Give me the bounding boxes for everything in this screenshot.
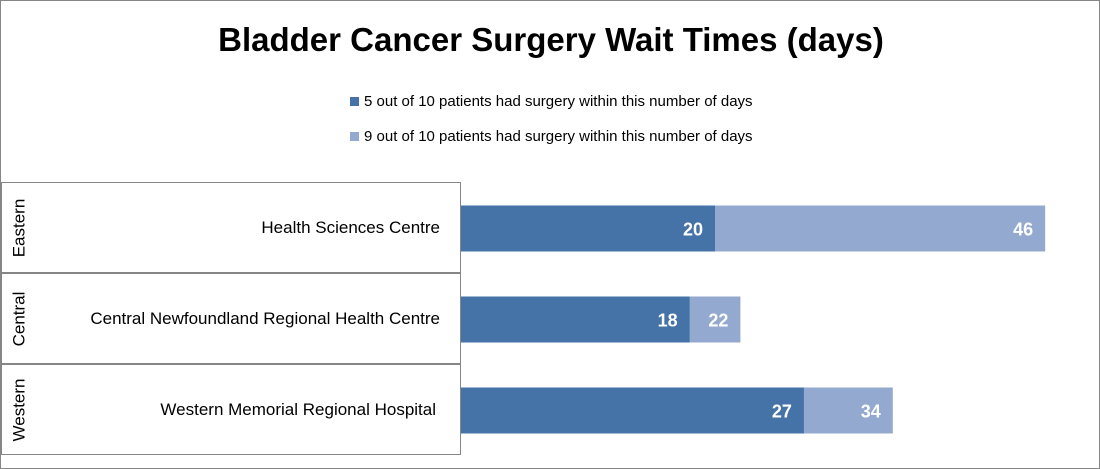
- site-label: Health Sciences Centre: [261, 217, 440, 237]
- data-label: 34: [861, 402, 881, 422]
- data-label: 27: [772, 402, 792, 422]
- category-row: Western Western Memorial Regional Hospit…: [1, 364, 461, 455]
- legend-item-90th: 9 out of 10 patients had surgery within …: [350, 128, 753, 145]
- site-label: Western Memorial Regional Hospital: [160, 399, 436, 419]
- site-label: Central Newfoundland Regional Health Cen…: [90, 308, 440, 328]
- legend-swatch: [350, 97, 359, 106]
- bar-median: [461, 296, 690, 343]
- data-label: 20: [683, 220, 703, 240]
- legend-label: 9 out of 10 patients had surgery within …: [364, 128, 753, 145]
- legend-swatch: [350, 132, 359, 141]
- chart-title: Bladder Cancer Surgery Wait Times (days): [218, 21, 884, 58]
- legend-item-median: 5 out of 10 patients had surgery within …: [350, 93, 753, 110]
- bar-median: [461, 205, 715, 252]
- legend-label: 5 out of 10 patients had surgery within …: [364, 93, 753, 110]
- category-row: Eastern Health Sciences Centre: [1, 182, 461, 273]
- category-table: Eastern Health Sciences Centre Central C…: [1, 182, 461, 456]
- data-label: 22: [708, 311, 728, 331]
- data-label: 18: [658, 311, 678, 331]
- bar-median: [461, 387, 804, 434]
- data-label: 46: [1013, 220, 1033, 240]
- category-row: Central Central Newfoundland Regional He…: [1, 273, 461, 364]
